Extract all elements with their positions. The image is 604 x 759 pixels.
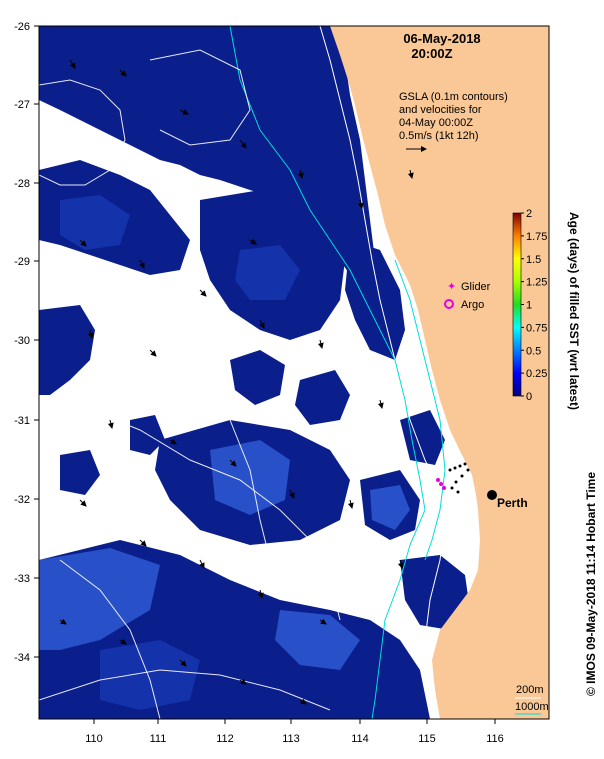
title-time: 20:00Z xyxy=(411,46,452,61)
sst-patches-light xyxy=(39,30,410,670)
colorbar xyxy=(512,212,522,397)
map-border xyxy=(38,25,550,720)
annotation-line-4: 0.5m/s (1kt 12h) xyxy=(399,130,478,142)
colorbar-label: Age (days) of filled SST (wrt latest) xyxy=(567,212,581,410)
y-tick-label: -34 xyxy=(14,652,30,664)
map-area xyxy=(39,26,549,719)
velocity-arrows xyxy=(59,59,414,705)
x-tick-label: 110 xyxy=(85,733,103,745)
y-axis: -26 -27 -28 -29 -30 -31 -32 -33 -34 xyxy=(14,21,39,664)
glider-legend-label: Glider xyxy=(461,281,491,293)
perth-marker xyxy=(487,490,497,500)
y-tick-label: -27 xyxy=(14,99,30,111)
x-tick-label: 116 xyxy=(486,733,504,745)
city-label: Perth xyxy=(497,496,528,510)
sst-patches xyxy=(39,26,470,719)
annotation-line-1: GSLA (0.1m contours) xyxy=(399,91,508,103)
annotation-line-3: 04-May 00:00Z xyxy=(399,117,473,129)
x-tick-label: 113 xyxy=(282,733,300,745)
colorbar-tick-label: 0 xyxy=(526,391,532,403)
colorbar-tick-label: 0.75 xyxy=(526,322,547,334)
x-tick-label: 115 xyxy=(418,733,436,745)
colorbar-tick-label: 0.5 xyxy=(526,345,541,357)
glider-track-black xyxy=(448,462,470,494)
y-tick-label: -29 xyxy=(14,256,30,268)
y-tick-label: -30 xyxy=(14,335,30,347)
annotation-line-2: and velocities for xyxy=(399,104,482,116)
isobath-1000m xyxy=(229,26,426,719)
x-tick-label: 111 xyxy=(150,733,167,745)
x-tick-label: 112 xyxy=(216,733,234,745)
sst-patches-mid xyxy=(60,195,300,710)
bathymetry-1000m-label: 1000m xyxy=(515,701,549,713)
y-tick-label: -28 xyxy=(14,178,30,190)
argo-legend-marker xyxy=(444,299,454,309)
y-tick-label: -26 xyxy=(14,21,30,33)
gsla-contours xyxy=(39,49,341,719)
argo-legend-label: Argo xyxy=(461,299,484,311)
bathymetry-200m-label: 200m xyxy=(516,684,544,696)
title-date: 06-May-2018 xyxy=(403,31,480,46)
x-tick-label: 114 xyxy=(351,733,369,745)
y-tick-label: -33 xyxy=(14,573,30,585)
isobath-1000m-b xyxy=(394,259,446,561)
colorbar-tick-label: 1.75 xyxy=(526,231,547,243)
colorbar-tick-label: 0.25 xyxy=(526,368,547,380)
y-tick-label: -32 xyxy=(14,494,30,506)
y-tick-label: -31 xyxy=(14,415,30,427)
land-mass xyxy=(330,26,549,719)
colorbar-ticks: 2 1.75 1.5 1.25 1 0.75 0.5 0.25 0 xyxy=(521,208,547,403)
colorbar-tick-label: 1.25 xyxy=(526,277,547,289)
colorbar-tick-label: 1 xyxy=(526,300,532,312)
colorbar-tick-label: 2 xyxy=(526,208,532,220)
credit-text: © IMOS 09-May-2018 11:14 Hobart Time xyxy=(584,472,598,696)
glider-legend-marker: ✦ xyxy=(447,280,456,293)
glider-track xyxy=(436,478,446,490)
colorbar-tick-label: 1.5 xyxy=(526,254,541,266)
x-axis: 110 111 112 113 114 115 116 xyxy=(85,719,504,745)
